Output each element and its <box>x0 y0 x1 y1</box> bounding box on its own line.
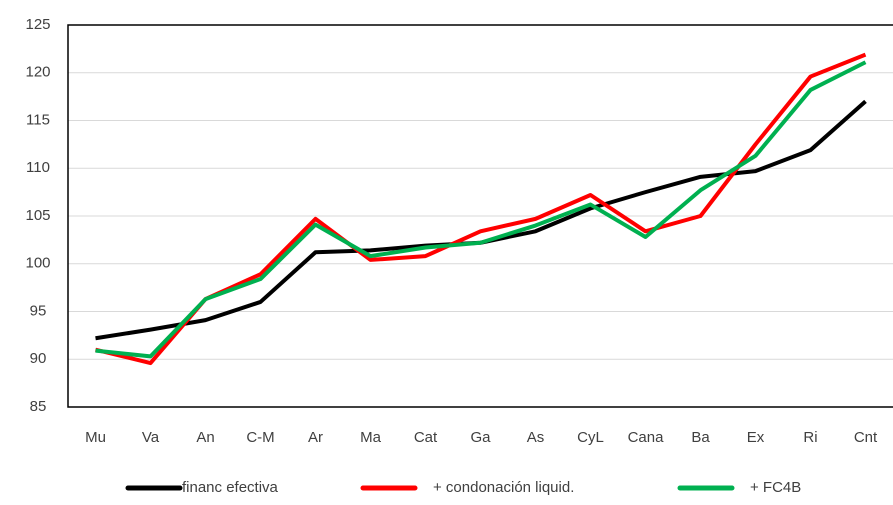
y-tick-label: 85 <box>30 398 47 415</box>
x-tick-label: Ga <box>470 429 491 446</box>
x-tick-label: Cnt <box>854 429 878 446</box>
x-tick-label: Ba <box>691 429 710 446</box>
legend-label: + condonación liquid. <box>433 479 574 496</box>
x-tick-label: Va <box>142 429 160 446</box>
x-tick-label: Mu <box>85 429 106 446</box>
y-tick-label: 115 <box>26 111 50 128</box>
y-tick-label: 105 <box>25 207 50 224</box>
y-tick-label: 95 <box>30 302 47 319</box>
x-tick-label: Ar <box>308 429 323 446</box>
x-tick-label: Ri <box>803 429 817 446</box>
y-tick-label: 125 <box>25 16 50 33</box>
y-tick-label: 90 <box>30 350 47 367</box>
y-tick-label: 100 <box>25 255 50 272</box>
x-tick-label: CyL <box>577 429 604 446</box>
x-tick-label: Cana <box>628 429 665 446</box>
x-tick-label: Cat <box>414 429 438 446</box>
y-tick-label: 120 <box>25 64 50 81</box>
series-line <box>95 99 867 341</box>
x-tick-label: Ex <box>747 429 765 446</box>
x-tick-label: C-M <box>246 429 274 446</box>
series-line <box>95 60 867 359</box>
x-tick-label: An <box>196 429 214 446</box>
plot-border <box>67 24 893 408</box>
y-tick-label: 110 <box>26 159 50 176</box>
x-tick-label: Ma <box>360 429 381 446</box>
legend-label: + FC4B <box>750 479 801 496</box>
legend-label: financ efectiva <box>182 479 279 496</box>
x-tick-label: As <box>527 429 545 446</box>
